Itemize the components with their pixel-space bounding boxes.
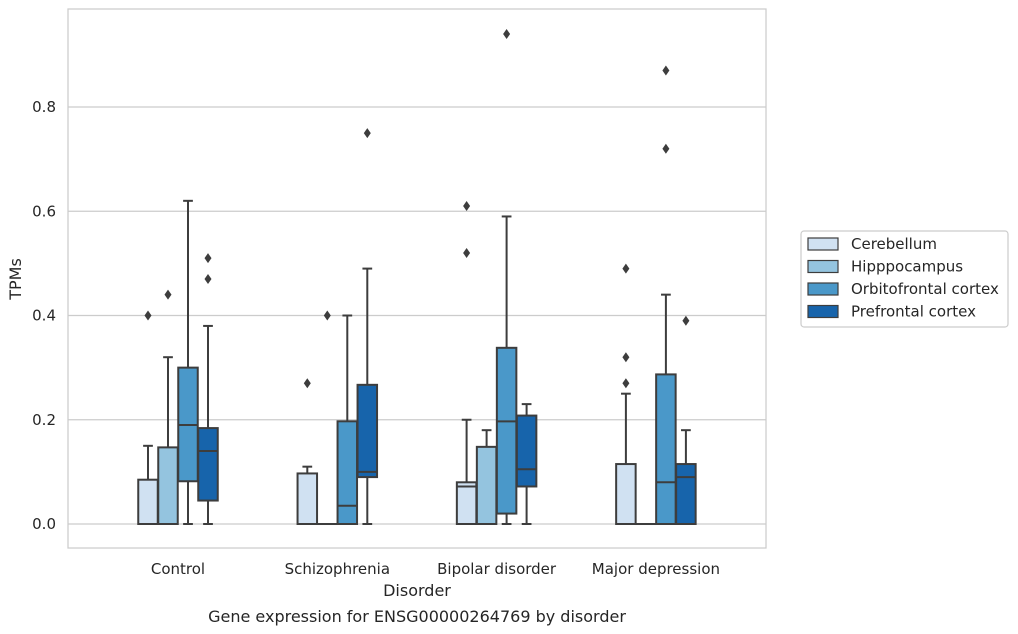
y-axis-label: TPMs [6,258,25,301]
outlier-point [363,128,371,139]
legend-label: Prefrontal cortex [851,303,976,321]
outlier-point [682,315,690,326]
outlier-point [463,201,471,212]
y-tick-label: 0.8 [32,98,56,116]
box-series [137,29,697,526]
box [296,472,319,525]
outlier-point [204,253,212,264]
x-tick-label: Bipolar disorder [437,560,557,578]
y-tick-label: 0.0 [32,515,56,533]
legend-label: Cerebellum [851,235,937,253]
plot-area-frame [67,8,767,549]
box [515,414,538,488]
box [495,346,518,515]
series-cerebellum [137,201,637,526]
box [655,373,677,525]
x-axis-ticks: Control Schizophrenia Bipolar disorder Majo… [151,560,720,578]
y-axis-ticks: 0.0 0.2 0.4 0.6 0.8 [32,98,56,533]
outlier-point [622,378,630,389]
outlier-point [144,310,152,321]
box [675,463,697,525]
x-axis-label: Disorder [383,581,451,600]
series-prefrontal-cortex [197,128,697,525]
x-tick-label: Major depression [592,560,720,578]
x-tick-label: Control [151,560,205,578]
outlier-point [204,274,212,285]
outlier-point [662,143,670,154]
legend-label: Orbitofrontal cortex [851,280,999,298]
x-tick-label: Schizophrenia [285,560,390,578]
legend: Cerebellum Hipppocampus Orbitofrontal cort… [800,230,1009,328]
legend-label: Hipppocampus [851,258,963,276]
outlier-point [622,263,630,274]
box [475,445,498,526]
chart-caption: Gene expression for ENSG00000264769 by d… [208,607,626,626]
box [356,383,379,479]
legend-swatch [807,304,839,319]
outlier-point [463,247,471,258]
series-orbitofrontal-cortex [177,29,677,525]
outlier-point [323,310,331,321]
legend-swatch [807,237,839,251]
y-tick-label: 0.4 [32,307,56,325]
y-tick-label: 0.6 [32,202,56,220]
box [336,420,359,525]
legend-frame [800,230,1009,328]
box [615,463,637,525]
outlier-point [503,29,511,40]
box [455,481,478,525]
box [137,478,159,526]
outlier-point [622,352,630,363]
series-hipppocampus [157,289,657,526]
box [197,427,219,502]
outlier-point [164,289,172,300]
outlier-point [662,65,670,76]
legend-swatch [807,259,839,274]
legend-swatch [807,282,839,296]
outlier-point [303,378,311,389]
y-tick-label: 0.2 [32,411,56,429]
box [157,446,179,525]
